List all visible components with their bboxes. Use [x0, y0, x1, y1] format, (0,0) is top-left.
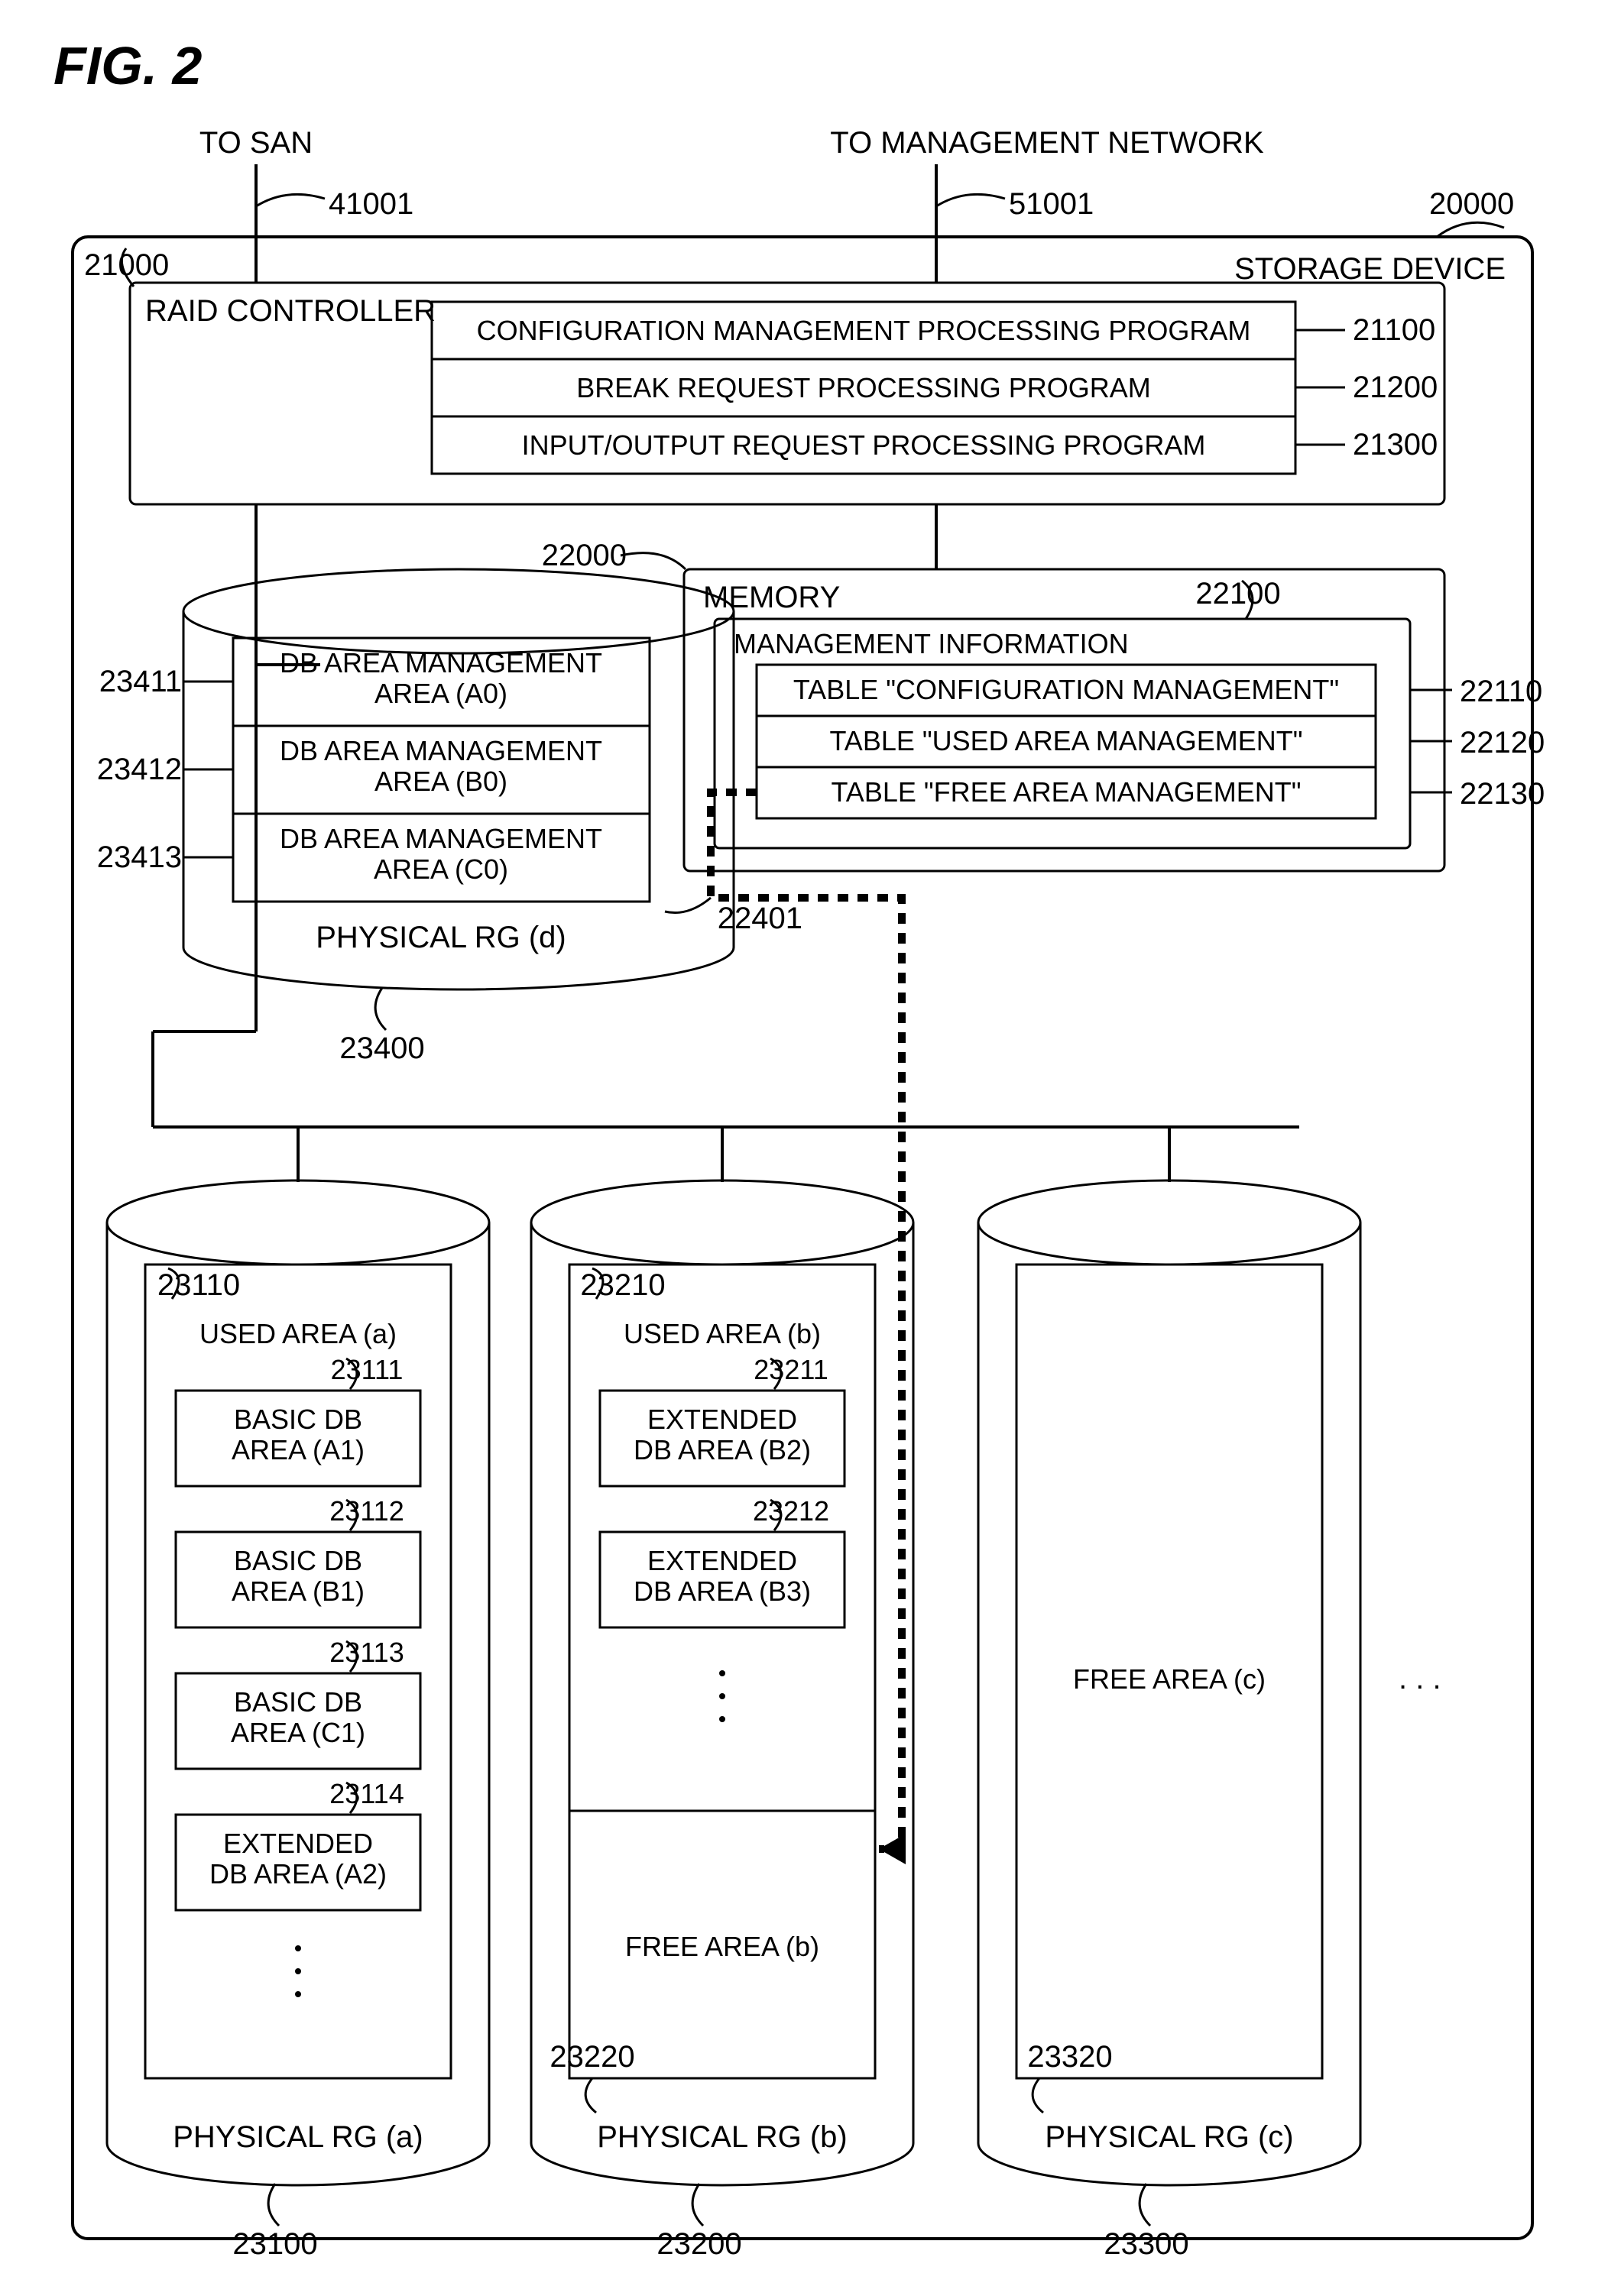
- rg-b-label: PHYSICAL RG (b): [597, 2120, 847, 2154]
- rg-a-items: BASIC DB AREA (A1) 23111 BASIC DB AREA (…: [176, 1354, 420, 1910]
- table-2-ref: 22130: [1460, 777, 1545, 811]
- svg-text:EXTENDED: EXTENDED: [223, 1828, 373, 1859]
- free-area-b-label: FREE AREA (b): [625, 1931, 819, 1962]
- svg-text:23111: 23111: [331, 1354, 404, 1385]
- used-area-b-label: USED AREA (b): [624, 1318, 821, 1349]
- rg-b-ref: 23200: [656, 2227, 741, 2261]
- svg-text:BASIC DB: BASIC DB: [234, 1686, 362, 1718]
- svg-text:23411: 23411: [99, 665, 182, 698]
- svg-text:23112: 23112: [329, 1495, 404, 1527]
- used-area-a-label: USED AREA (a): [199, 1318, 397, 1349]
- free-area-c-label: FREE AREA (c): [1073, 1663, 1266, 1695]
- svg-text:AREA (C1): AREA (C1): [231, 1717, 365, 1748]
- table-0-ref: 22110: [1460, 675, 1542, 708]
- svg-text:23114: 23114: [329, 1778, 404, 1809]
- san-ref: 41001: [329, 187, 413, 221]
- program-0-ref: 21100: [1353, 313, 1435, 347]
- svg-text:AREA (B0): AREA (B0): [374, 766, 507, 797]
- svg-text:BASIC DB: BASIC DB: [234, 1545, 362, 1576]
- svg-text:DB AREA (A2): DB AREA (A2): [209, 1858, 387, 1890]
- table-1-ref: 22120: [1460, 726, 1545, 759]
- svg-text:DB AREA MANAGEMENT: DB AREA MANAGEMENT: [280, 735, 602, 766]
- svg-text:23220: 23220: [550, 2040, 634, 2074]
- device-ref: 20000: [1429, 187, 1514, 221]
- storage-device-label: STORAGE DEVICE: [1234, 252, 1506, 286]
- to-san-label: TO SAN: [199, 126, 313, 160]
- table-2-label: TABLE "FREE AREA MANAGEMENT": [831, 776, 1301, 808]
- program-1-ref: 21200: [1353, 371, 1438, 404]
- program-1-label: BREAK REQUEST PROCESSING PROGRAM: [576, 372, 1150, 403]
- svg-text:23412: 23412: [97, 753, 182, 786]
- rg-d-label: PHYSICAL RG (d): [316, 921, 566, 954]
- table-1-label: TABLE "USED AREA MANAGEMENT": [829, 725, 1302, 756]
- svg-text:DB AREA (B2): DB AREA (B2): [634, 1434, 811, 1465]
- svg-text:AREA (B1): AREA (B1): [232, 1575, 365, 1607]
- memory-label: MEMORY: [703, 581, 840, 614]
- memory-box: [684, 569, 1444, 871]
- table-0-label: TABLE "CONFIGURATION MANAGEMENT": [793, 674, 1339, 705]
- mgmt-info-ref: 22100: [1195, 577, 1280, 610]
- raid-ref: 21000: [84, 248, 169, 282]
- program-2-ref: 21300: [1353, 428, 1438, 461]
- svg-text:23212: 23212: [753, 1495, 829, 1527]
- svg-text:23210: 23210: [580, 1268, 665, 1302]
- dash-ref: 22401: [718, 902, 802, 935]
- figure-svg: FIG. 2 TO SAN TO MANAGEMENT NETWORK 4100…: [0, 0, 1608, 2296]
- svg-text:23113: 23113: [329, 1637, 404, 1668]
- rg-ellipsis: . . .: [1399, 1662, 1441, 1695]
- raid-programs: CONFIGURATION MANAGEMENT PROCESSING PROG…: [432, 302, 1295, 474]
- mgmt-ref: 51001: [1009, 187, 1094, 221]
- svg-text:23320: 23320: [1027, 2040, 1112, 2074]
- svg-text:23413: 23413: [97, 840, 182, 874]
- svg-text:AREA (A1): AREA (A1): [232, 1434, 365, 1465]
- svg-text:AREA (C0): AREA (C0): [374, 853, 508, 885]
- raid-label: RAID CONTROLLER: [145, 294, 436, 328]
- program-2-label: INPUT/OUTPUT REQUEST PROCESSING PROGRAM: [522, 429, 1206, 461]
- svg-text:AREA (A0): AREA (A0): [374, 678, 507, 709]
- rg-c-ref: 23300: [1104, 2227, 1188, 2261]
- svg-text:23211: 23211: [754, 1354, 828, 1385]
- rg-c-label: PHYSICAL RG (c): [1045, 2120, 1293, 2154]
- svg-text:DB AREA MANAGEMENT: DB AREA MANAGEMENT: [280, 647, 602, 678]
- svg-text:23110: 23110: [157, 1268, 240, 1302]
- memory-ref: 22000: [542, 539, 627, 572]
- rg-d-ref: 23400: [339, 1031, 424, 1065]
- svg-text:BASIC DB: BASIC DB: [234, 1404, 362, 1435]
- figure-title: FIG. 2: [53, 36, 203, 96]
- svg-text:EXTENDED: EXTENDED: [647, 1545, 797, 1576]
- rg-a-label: PHYSICAL RG (a): [173, 2120, 423, 2154]
- to-mgmt-label: TO MANAGEMENT NETWORK: [830, 126, 1264, 160]
- rg-a-ref: 23100: [232, 2227, 317, 2261]
- dash-arrowhead: [879, 1834, 906, 1864]
- program-0-label: CONFIGURATION MANAGEMENT PROCESSING PROG…: [477, 315, 1251, 346]
- svg-text:DB AREA (B3): DB AREA (B3): [634, 1575, 811, 1607]
- used-area-a-box: [145, 1265, 451, 2078]
- svg-text:EXTENDED: EXTENDED: [647, 1404, 797, 1435]
- mgmt-info-label: MANAGEMENT INFORMATION: [734, 628, 1129, 659]
- svg-text:DB AREA MANAGEMENT: DB AREA MANAGEMENT: [280, 823, 602, 854]
